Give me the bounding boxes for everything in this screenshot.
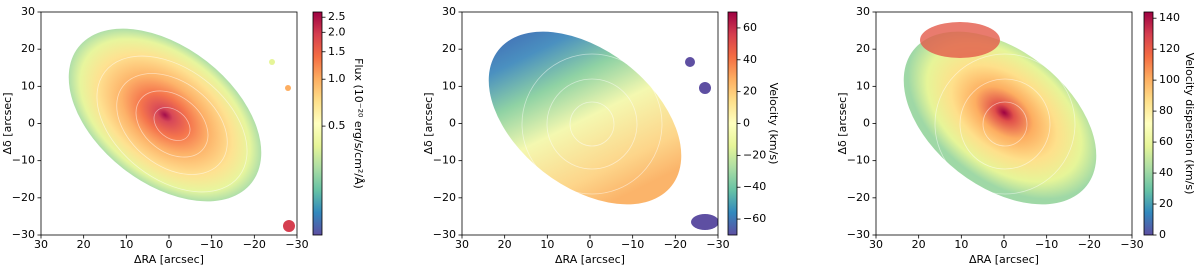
y-tick-label: 0 bbox=[28, 117, 35, 130]
colorbar-tick-label: −20 bbox=[743, 148, 766, 161]
colorbar-tick-label: 40 bbox=[1159, 166, 1173, 179]
colorbar-tick-label: 2.5 bbox=[328, 10, 346, 23]
y-tick-label: 30 bbox=[442, 5, 456, 18]
x-tick-label: 20 bbox=[912, 238, 926, 251]
colorbar-tick-label: −40 bbox=[743, 180, 766, 193]
colorbar-label: Velocity dispersion (km/s) bbox=[1183, 53, 1196, 195]
y-tick-label: −10 bbox=[12, 154, 35, 167]
y-tick-label: −30 bbox=[433, 228, 456, 241]
x-tick-label: −10 bbox=[1035, 238, 1058, 251]
x-tick-label: −30 bbox=[1120, 238, 1143, 251]
x-axis-label: ΔRA [arcsec] bbox=[555, 253, 625, 266]
x-tick-label: 30 bbox=[455, 238, 469, 251]
y-tick-label: 0 bbox=[863, 117, 870, 130]
colorbar-tick-label: 1.5 bbox=[328, 45, 346, 58]
x-tick-label: −30 bbox=[285, 238, 308, 251]
y-tick-label: 30 bbox=[21, 5, 35, 18]
y-tick-label: 20 bbox=[442, 42, 456, 55]
y-tick-label: −20 bbox=[433, 191, 456, 204]
colorbar-label: Flux (10⁻²⁰ erg/s/cm²/Å) bbox=[352, 58, 365, 189]
colorbar-tick-label: 20 bbox=[743, 85, 757, 98]
x-tick-label: 10 bbox=[954, 238, 968, 251]
x-tick-label: 10 bbox=[119, 238, 133, 251]
y-tick-label: 10 bbox=[856, 79, 870, 92]
colorbar-tick-label: 60 bbox=[743, 21, 757, 34]
x-axis-label: ΔRA [arcsec] bbox=[134, 253, 204, 266]
y-tick-label: 10 bbox=[21, 79, 35, 92]
x-tick-label: −30 bbox=[706, 238, 729, 251]
x-tick-label: 30 bbox=[34, 238, 48, 251]
y-tick-label: −10 bbox=[433, 154, 456, 167]
colorbar-tick-label: 0 bbox=[1159, 228, 1166, 241]
x-tick-label: −10 bbox=[621, 238, 644, 251]
x-tick-label: 30 bbox=[869, 238, 883, 251]
y-tick-label: −20 bbox=[847, 191, 870, 204]
y-tick-label: 10 bbox=[442, 79, 456, 92]
colorbar bbox=[1143, 11, 1154, 236]
y-tick-label: −30 bbox=[847, 228, 870, 241]
y-tick-label: 20 bbox=[21, 42, 35, 55]
colorbar-tick-label: 0.5 bbox=[328, 119, 346, 132]
colorbar-tick-label: 2.0 bbox=[328, 25, 346, 38]
x-tick-label: 20 bbox=[77, 238, 91, 251]
x-tick-label: −20 bbox=[664, 238, 687, 251]
y-tick-label: 0 bbox=[449, 117, 456, 130]
colorbar-tick-label: 0 bbox=[743, 117, 750, 130]
dispersion-map bbox=[903, 22, 1097, 205]
velocity-map bbox=[488, 31, 718, 230]
y-tick-label: −20 bbox=[12, 191, 35, 204]
colorbar-tick-label: 20 bbox=[1159, 197, 1173, 210]
x-tick-label: 10 bbox=[540, 238, 554, 251]
colorbar-tick-label: 60 bbox=[1159, 135, 1173, 148]
y-tick-label: −30 bbox=[12, 228, 35, 241]
x-tick-label: 0 bbox=[166, 238, 173, 251]
y-tick-label: 20 bbox=[856, 42, 870, 55]
colorbar-tick-label: 140 bbox=[1159, 11, 1180, 24]
y-tick-label: −10 bbox=[847, 154, 870, 167]
x-axis-label: ΔRA [arcsec] bbox=[969, 253, 1039, 266]
colorbar-tick-label: 80 bbox=[1159, 104, 1173, 117]
y-axis-label: Δδ [arcsec] bbox=[1, 93, 14, 155]
x-tick-label: 0 bbox=[1001, 238, 1008, 251]
x-tick-label: 20 bbox=[498, 238, 512, 251]
x-tick-label: 0 bbox=[587, 238, 594, 251]
y-axis-label: Δδ [arcsec] bbox=[422, 93, 435, 155]
colorbar bbox=[727, 11, 738, 236]
colorbar-tick-label: −60 bbox=[743, 212, 766, 225]
x-tick-label: −20 bbox=[1078, 238, 1101, 251]
colorbar-tick-label: 40 bbox=[743, 53, 757, 66]
y-tick-label: 30 bbox=[856, 5, 870, 18]
colorbar-label: Velocity (km/s) bbox=[767, 83, 780, 165]
colorbar-tick-label: 100 bbox=[1159, 73, 1180, 86]
y-axis-label: Δδ [arcsec] bbox=[836, 93, 849, 155]
colorbar-tick-label: 1.0 bbox=[328, 72, 346, 85]
colorbar bbox=[312, 11, 323, 236]
colorbar-tick-label: 120 bbox=[1159, 42, 1180, 55]
x-tick-label: −20 bbox=[243, 238, 266, 251]
flux-map bbox=[68, 28, 295, 232]
x-tick-label: −10 bbox=[200, 238, 223, 251]
